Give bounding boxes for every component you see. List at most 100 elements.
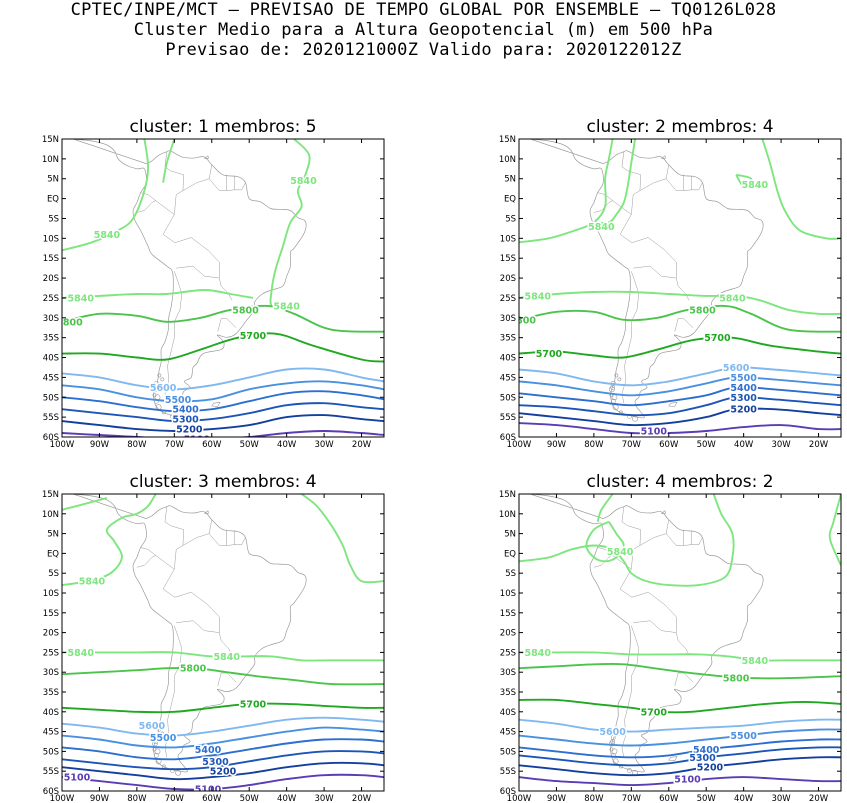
map-panel-1: cluster: 1 membros: 5 5840 5840 5840 5840 580…	[42, 117, 385, 450]
y-tick-label: 45S	[43, 373, 59, 383]
contour-5500	[519, 728, 841, 747]
contour-label: 5840	[524, 648, 551, 659]
contour-5500	[519, 376, 841, 397]
contour-label: 5100	[64, 773, 91, 784]
island-outline	[660, 510, 666, 514]
contour-label: 5840	[67, 293, 94, 304]
island-outline	[610, 384, 616, 390]
contour-label: 5400	[172, 405, 199, 416]
y-tick-label: 60S	[500, 787, 516, 797]
contour-label: 5400	[693, 745, 720, 756]
country-border	[639, 519, 670, 546]
contour-5840	[596, 494, 614, 523]
x-tick-label: 100W	[507, 440, 532, 450]
contour-5840	[62, 651, 384, 662]
y-tick-label: 45S	[43, 728, 59, 738]
x-tick-label: 80W	[584, 440, 604, 450]
contour-label: 5800	[180, 664, 207, 675]
contour-5500	[62, 380, 384, 403]
island-outline	[203, 155, 209, 159]
y-tick-label: 50S	[43, 393, 59, 403]
contour-5400	[62, 390, 384, 413]
contour-5200	[62, 414, 384, 432]
x-tick-label: 40W	[734, 794, 754, 803]
country-border	[182, 164, 213, 191]
x-tick-label: 60W	[659, 794, 679, 803]
coastline	[73, 494, 307, 773]
y-tick-label: 25S	[43, 648, 59, 658]
contour-label: 5800	[510, 315, 537, 326]
country-border	[665, 533, 703, 546]
contour-5100	[62, 430, 384, 437]
contour-label: 5840	[273, 301, 300, 312]
y-tick-label: 5N	[504, 530, 516, 540]
country-border	[208, 533, 246, 546]
country-border	[164, 271, 183, 404]
y-tick-label: 55S	[43, 413, 59, 423]
country-border	[164, 625, 183, 758]
contour-label: 5840	[214, 652, 241, 663]
x-tick-label: 90W	[547, 440, 567, 450]
contour-5840	[585, 520, 625, 563]
y-tick-label: EQ	[47, 195, 59, 205]
y-tick-label: 35S	[43, 334, 59, 344]
contour-5840	[62, 139, 150, 252]
country-border	[593, 547, 614, 568]
country-border	[676, 278, 690, 301]
x-tick-label: 20W	[809, 440, 829, 450]
island-outline	[160, 377, 165, 382]
y-tick-label: 15S	[500, 609, 516, 619]
contour-label: 5840	[607, 547, 634, 558]
y-tick-label: EQ	[47, 549, 59, 559]
y-tick-label: EQ	[504, 549, 516, 559]
contour-label: 5300	[689, 753, 716, 764]
contour-5600	[519, 366, 841, 387]
map-panel-4: cluster: 4 membros: 2 5840 5840 5840 5800 570…	[499, 472, 842, 803]
y-tick-label: 50S	[500, 747, 516, 757]
contour-label: 5800	[689, 305, 716, 316]
contour-label: 5700	[240, 331, 267, 342]
country-border	[612, 200, 634, 243]
contour-label: 5840	[524, 291, 551, 302]
x-tick-label: 20W	[809, 794, 829, 803]
y-tick-label: 60S	[43, 433, 59, 443]
island-outline	[608, 740, 615, 747]
y-tick-label: 55S	[500, 413, 516, 423]
contour-5840	[62, 289, 254, 299]
y-tick-label: 30S	[500, 314, 516, 324]
contour-5200	[62, 761, 384, 781]
country-border	[136, 547, 157, 568]
x-tick-label: 60W	[202, 794, 222, 803]
island-outline	[614, 373, 619, 378]
x-tick-label: 70W	[165, 440, 185, 450]
y-tick-label: 5S	[48, 214, 59, 224]
contour-5100	[519, 422, 841, 435]
y-tick-label: 60S	[500, 433, 516, 443]
y-tick-label: 35S	[500, 334, 516, 344]
contour-label: 5800	[723, 674, 750, 685]
contour-label: 5300	[172, 415, 199, 426]
contour-label: 5600	[723, 363, 750, 374]
country-border	[219, 632, 233, 655]
contour-5840	[593, 139, 637, 224]
country-border	[593, 192, 614, 213]
map-title: cluster: 3 membros: 4	[129, 472, 316, 492]
y-tick-label: 45S	[500, 728, 516, 738]
contour-label: 5300	[730, 393, 757, 404]
contour-5700	[62, 702, 384, 714]
coastline	[530, 139, 764, 419]
country-border	[176, 591, 220, 633]
contour-label: 5200	[697, 763, 724, 774]
x-tick-label: 50W	[697, 794, 717, 803]
y-tick-label: 55S	[43, 767, 59, 777]
map-frame	[518, 138, 842, 438]
y-tick-label: 40S	[43, 708, 59, 718]
x-tick-label: 20W	[352, 794, 372, 803]
y-tick-label: 15N	[42, 135, 59, 145]
contour-label: 5600	[599, 727, 626, 738]
y-tick-label: 45S	[500, 373, 516, 383]
contour-5840	[761, 139, 841, 240]
y-tick-label: 35S	[500, 688, 516, 698]
